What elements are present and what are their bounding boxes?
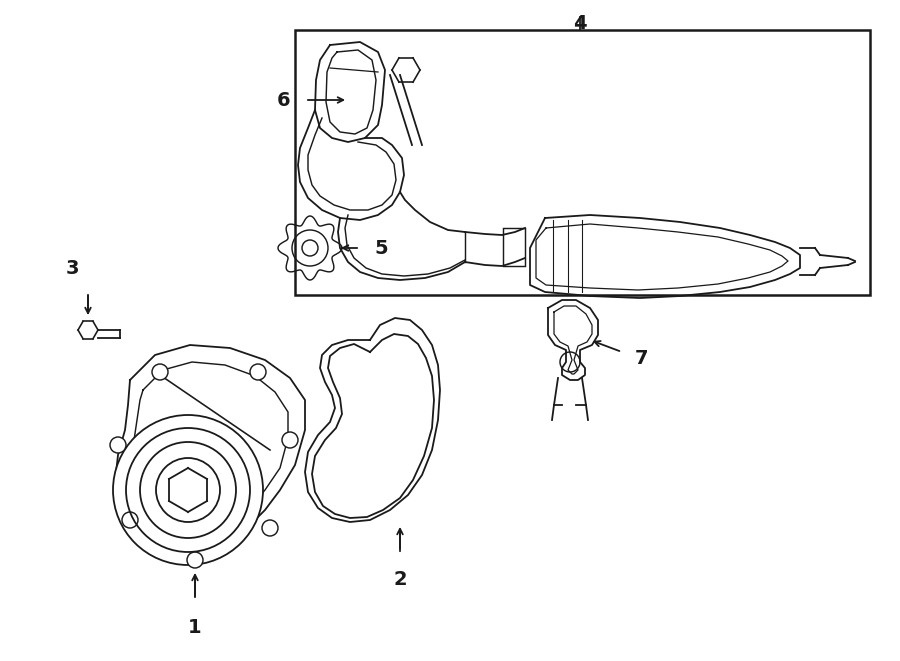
Text: 7: 7 xyxy=(635,348,649,368)
Circle shape xyxy=(122,512,138,528)
Bar xyxy=(295,30,870,295)
Circle shape xyxy=(113,415,263,565)
Circle shape xyxy=(110,437,126,453)
Text: 5: 5 xyxy=(374,239,388,258)
Circle shape xyxy=(282,432,298,448)
Text: 6: 6 xyxy=(276,91,290,110)
Text: 2: 2 xyxy=(393,570,407,589)
Circle shape xyxy=(187,552,203,568)
Circle shape xyxy=(152,364,168,380)
Bar xyxy=(503,228,525,266)
Text: 4: 4 xyxy=(573,14,587,33)
Circle shape xyxy=(262,520,278,536)
Circle shape xyxy=(250,364,266,380)
Text: 1: 1 xyxy=(188,618,202,637)
Text: 3: 3 xyxy=(65,259,79,278)
